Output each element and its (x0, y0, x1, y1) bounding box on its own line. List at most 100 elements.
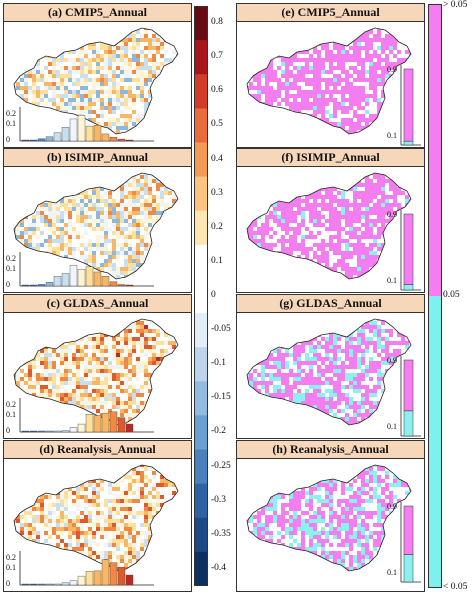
histogram-bar (77, 115, 86, 142)
histogram-bar (69, 427, 78, 433)
china-map-significance (246, 464, 412, 572)
histogram-bar (85, 125, 94, 142)
colorbar-tick-label: -0.2 (211, 426, 227, 437)
significance-share-inset: 0.9 0.1 (387, 500, 423, 586)
china-map-significance (246, 27, 412, 135)
histogram-bar (125, 423, 134, 433)
panel-b: (b) ISIMIP_Annual 0.2 0.1 0 (3, 148, 192, 293)
histogram-bar (53, 430, 62, 433)
inset-bar-below (403, 410, 414, 437)
histogram-bar (85, 266, 94, 287)
panel-h: (h) Reanalysis_Annual (236, 440, 425, 592)
panel-title: (c) GLDAS_Annual (4, 295, 191, 313)
histogram-bar (61, 126, 70, 142)
inset-tick-label: 0.1 (387, 131, 397, 140)
inset-bar-below (403, 284, 414, 291)
histogram-tick-label: 0.2 (6, 109, 16, 118)
histogram-bar (101, 276, 110, 287)
colorbar-segment (194, 381, 208, 416)
histogram-bar (117, 417, 126, 433)
histogram-bar (93, 415, 102, 433)
colorbar-segment (194, 108, 208, 143)
histogram-bar (21, 583, 30, 586)
histogram-bar (77, 575, 86, 586)
inset-tick-label: 0.1 (387, 568, 397, 577)
colorbar-segment (194, 551, 208, 586)
colorbar-segment (194, 176, 208, 212)
histogram-bar (61, 582, 70, 586)
colorbar-segment (194, 347, 208, 382)
histogram-bar (45, 583, 54, 586)
correlation-colorbar (194, 6, 208, 586)
histogram-bar (101, 412, 110, 433)
colorbar-segment (194, 415, 208, 451)
colorbar-segment (194, 74, 208, 109)
colorbar-tick-label: 0.4 (211, 153, 223, 164)
histogram-bar (69, 264, 78, 287)
histogram-tick-label: 0 (6, 579, 10, 588)
histogram-bar (29, 284, 38, 287)
histogram-bar (53, 583, 62, 586)
country-outline (13, 464, 179, 572)
colorbar-label-above: > 0.05 (443, 0, 468, 10)
histogram-bar (69, 580, 78, 586)
histogram-tick-label: 0.2 (6, 254, 16, 263)
panel-title: (g) GLDAS_Annual (237, 295, 424, 313)
histogram-tick-label: 0.1 (6, 563, 16, 572)
histogram-tick-label: 0.2 (6, 400, 16, 409)
colorbar-segment (194, 210, 208, 246)
panel-title: (b) ISIMIP_Annual (4, 149, 191, 167)
inset-tick-label: 0.9 (387, 502, 397, 511)
histogram-bar (93, 570, 102, 586)
colorbar-label-below: < 0.05 (443, 582, 468, 592)
inset-bar-above (403, 68, 414, 142)
histogram-tick-label: 0.2 (6, 553, 16, 562)
histogram-tick-label: 0 (6, 426, 10, 435)
colorbar-tick-label: 0.5 (211, 119, 223, 130)
histogram-chart (19, 551, 154, 586)
panel-g: (g) GLDAS_Annual (236, 294, 425, 439)
histogram-bar (37, 583, 46, 586)
significance-share-inset: 0.9 0.1 (387, 63, 423, 149)
colorbar-tick-label: 0.1 (211, 255, 223, 266)
panel-title: (a) CMIP5_Annual (4, 4, 191, 22)
histogram-bar (109, 411, 118, 433)
china-map-correlation (13, 172, 179, 280)
inset-bar-above (403, 505, 414, 555)
panel-c: (c) GLDAS_Annual 0.2 0.1 0 (3, 294, 192, 439)
colorbar-segment (194, 517, 208, 553)
histogram-bar (125, 139, 134, 142)
histogram-chart (19, 398, 154, 433)
histogram-bar (125, 284, 134, 287)
colorbar-segment (194, 6, 208, 41)
histogram-bar (101, 133, 110, 142)
inset-tick-label: 0.9 (387, 210, 397, 219)
histogram-bar (93, 125, 102, 142)
colorbar-tick-label: -0.1 (211, 358, 227, 369)
histogram-bar (85, 571, 94, 586)
histogram-bar (37, 284, 46, 287)
histogram-tick-label: 0.1 (6, 119, 16, 128)
colorbar-tick-label: 0 (211, 290, 216, 300)
histogram-inset: 0.2 0.1 0 (6, 396, 156, 436)
colorbar-tick-label: 0.7 (211, 51, 223, 62)
histogram-tick-label: 0.1 (6, 264, 16, 273)
histogram-bar (125, 574, 134, 586)
histogram-bar (101, 559, 110, 586)
china-map-correlation (13, 27, 179, 135)
histogram-bar (45, 136, 54, 142)
inset-bar-above (403, 213, 414, 285)
histogram-bar (29, 583, 38, 586)
histogram-chart (19, 107, 154, 142)
histogram-bar (53, 276, 62, 287)
colorbar-tick-label: -0.15 (211, 392, 231, 403)
panel-e: (e) CMIP5_Annual (236, 3, 425, 148)
country-outline (246, 318, 412, 426)
histogram-inset: 0.2 0.1 0 (6, 105, 156, 145)
panel-d: (d) Reanalysis_Annual 0.2 0.1 0 (3, 440, 192, 592)
histogram-bar (45, 281, 54, 287)
colorbar-tick-label: -0.35 (211, 528, 231, 539)
histogram-bar (21, 284, 30, 287)
inset-bar-below (403, 140, 414, 146)
histogram-tick-label: 0.1 (6, 410, 16, 419)
